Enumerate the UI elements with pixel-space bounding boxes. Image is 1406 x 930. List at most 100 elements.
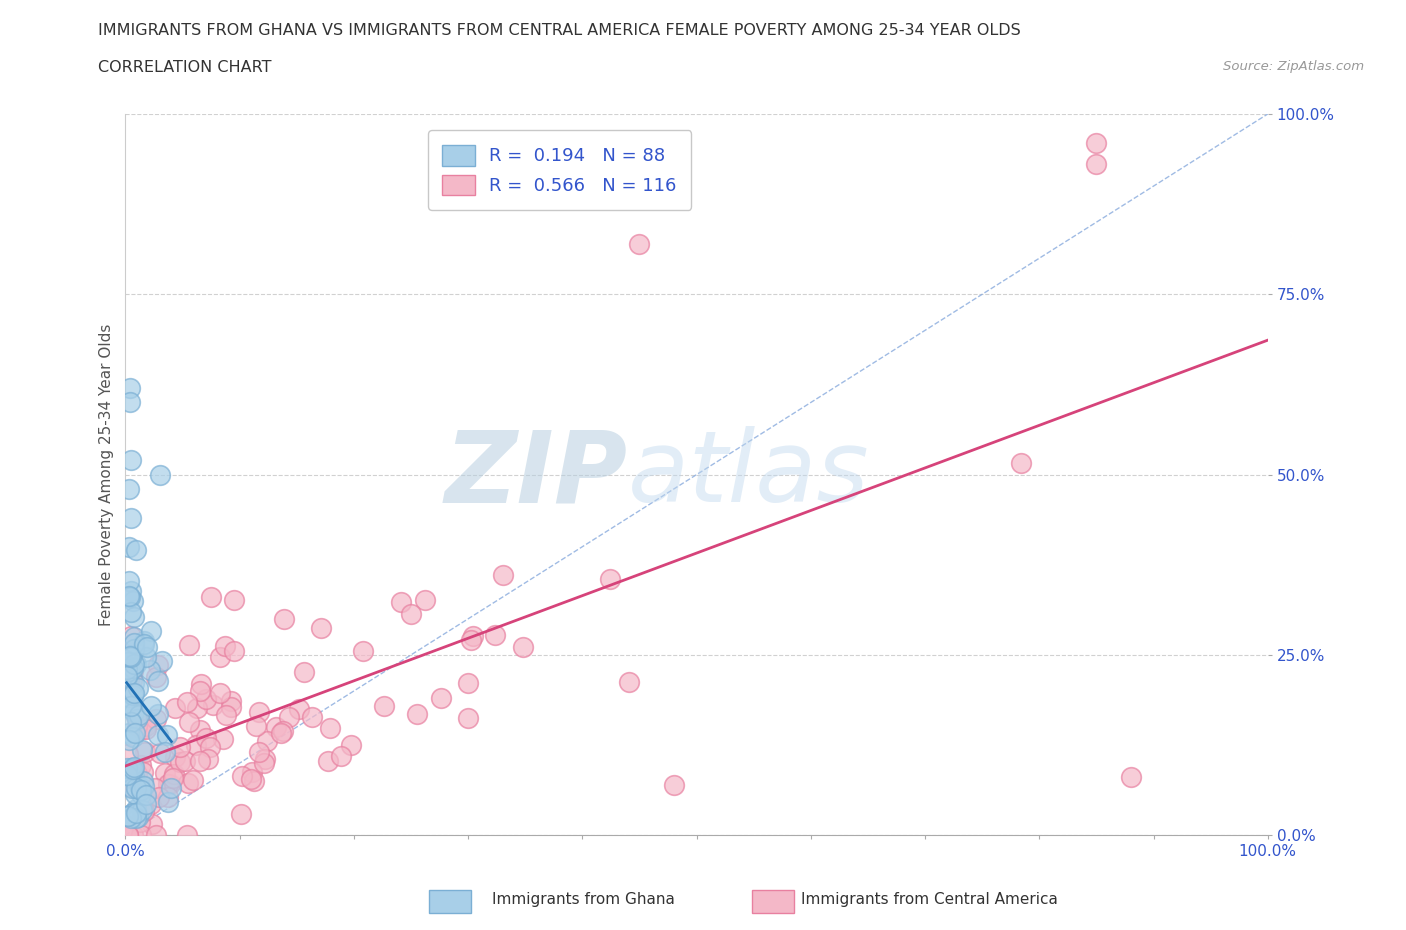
Point	[120, 628, 142, 643]
Point	[118, 726, 141, 741]
Point	[120, 811, 142, 826]
Point	[122, 642, 145, 657]
Point	[143, 781, 166, 796]
Point	[165, 700, 187, 715]
Point	[628, 236, 651, 251]
Point	[1085, 136, 1108, 151]
Point	[129, 779, 152, 794]
Point	[120, 605, 142, 620]
Point	[198, 739, 221, 754]
Point	[136, 639, 159, 654]
Point	[141, 817, 163, 831]
Point	[115, 809, 138, 824]
Point	[179, 637, 201, 652]
Point	[264, 720, 287, 735]
Point	[118, 733, 141, 748]
Point	[122, 664, 145, 679]
Point	[288, 701, 311, 716]
Point	[215, 707, 238, 722]
Point	[163, 766, 186, 781]
Point	[512, 640, 534, 655]
Point	[121, 673, 143, 688]
Point	[229, 806, 252, 821]
Point	[617, 674, 640, 689]
Point	[457, 711, 479, 725]
Point	[122, 635, 145, 650]
Point	[120, 698, 142, 713]
Point	[120, 584, 142, 599]
Point	[209, 685, 232, 700]
Point	[120, 650, 142, 665]
Point	[131, 803, 153, 817]
Point	[120, 511, 142, 525]
Point	[121, 805, 143, 820]
Point	[190, 676, 212, 691]
Point	[197, 751, 219, 766]
Point	[188, 723, 211, 737]
Point	[115, 671, 138, 685]
Point	[155, 745, 177, 760]
Point	[141, 698, 163, 713]
Point	[256, 734, 278, 749]
Point	[389, 594, 412, 609]
Point	[135, 649, 157, 664]
Text: atlas: atlas	[628, 426, 870, 523]
Point	[202, 698, 225, 712]
Point	[122, 769, 145, 784]
Point	[134, 804, 156, 819]
Point	[273, 612, 295, 627]
Point	[599, 572, 621, 587]
Point	[117, 669, 139, 684]
Text: Immigrants from Central America: Immigrants from Central America	[801, 892, 1059, 907]
Text: ZIP: ZIP	[446, 426, 628, 523]
Point	[190, 753, 212, 768]
Point	[124, 704, 146, 719]
Point	[176, 695, 198, 710]
Point	[122, 685, 145, 700]
Point	[209, 649, 232, 664]
Point	[146, 673, 169, 688]
Point	[118, 482, 141, 497]
Point	[139, 797, 162, 812]
Point	[115, 761, 138, 776]
Point	[212, 732, 235, 747]
Point	[245, 719, 267, 734]
Point	[122, 675, 145, 690]
Point	[135, 797, 157, 812]
Point	[149, 467, 172, 482]
Point	[117, 655, 139, 670]
Point	[132, 778, 155, 793]
Point	[117, 747, 139, 762]
Point	[240, 764, 263, 779]
Point	[231, 768, 253, 783]
Point	[124, 810, 146, 825]
Point	[125, 542, 148, 557]
Point	[125, 718, 148, 733]
Text: IMMIGRANTS FROM GHANA VS IMMIGRANTS FROM CENTRAL AMERICA FEMALE POVERTY AMONG 25: IMMIGRANTS FROM GHANA VS IMMIGRANTS FROM…	[98, 23, 1021, 38]
Point	[219, 700, 242, 715]
Point	[157, 790, 180, 804]
Point	[329, 749, 352, 764]
Point	[186, 701, 208, 716]
Point	[221, 694, 243, 709]
Point	[120, 714, 142, 729]
Point	[121, 780, 143, 795]
Y-axis label: Female Poverty Among 25-34 Year Olds: Female Poverty Among 25-34 Year Olds	[100, 324, 114, 626]
Point	[399, 606, 422, 621]
Legend: R =  0.194   N = 88, R =  0.566   N = 116: R = 0.194 N = 88, R = 0.566 N = 116	[427, 130, 692, 210]
Text: Immigrants from Ghana: Immigrants from Ghana	[492, 892, 675, 907]
Point	[247, 704, 270, 719]
Point	[125, 766, 148, 781]
Point	[124, 610, 146, 625]
Point	[121, 770, 143, 785]
Point	[118, 663, 141, 678]
Point	[121, 762, 143, 777]
Point	[254, 751, 277, 766]
Point	[118, 590, 141, 604]
Point	[129, 828, 152, 843]
Point	[224, 592, 246, 607]
Point	[155, 728, 177, 743]
Point	[149, 746, 172, 761]
Point	[118, 700, 141, 715]
Point	[132, 774, 155, 789]
